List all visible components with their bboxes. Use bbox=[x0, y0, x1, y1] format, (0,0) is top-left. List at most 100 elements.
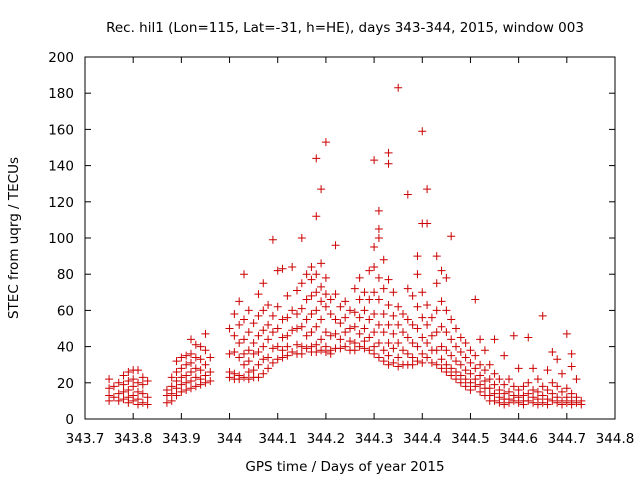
data-point-marker bbox=[427, 331, 436, 340]
data-point-marker bbox=[138, 373, 147, 382]
data-point-marker bbox=[182, 371, 191, 380]
data-point-marker bbox=[235, 297, 244, 306]
data-point-marker bbox=[524, 396, 533, 405]
data-point-marker bbox=[119, 387, 128, 396]
data-point-marker bbox=[346, 337, 354, 346]
data-point-marker bbox=[283, 331, 292, 340]
data-point-marker bbox=[355, 313, 364, 322]
data-point-marker bbox=[567, 389, 576, 398]
data-point-marker bbox=[278, 315, 287, 324]
data-point-marker bbox=[418, 313, 427, 322]
data-point-marker bbox=[360, 288, 369, 297]
data-point-marker bbox=[278, 346, 287, 355]
x-tick-label: 344.6 bbox=[499, 431, 538, 447]
data-point-marker bbox=[490, 335, 499, 344]
chart-title: Rec. hil1 (Lon=115, Lat=-31, h=HE), days… bbox=[106, 20, 584, 36]
data-point-marker bbox=[553, 355, 562, 364]
data-point-marker bbox=[312, 288, 321, 297]
data-point-marker bbox=[394, 338, 403, 347]
data-point-marker bbox=[442, 360, 451, 369]
data-point-marker bbox=[423, 300, 432, 309]
data-point-marker bbox=[331, 290, 340, 299]
data-point-marker bbox=[355, 329, 364, 338]
data-point-marker bbox=[235, 375, 244, 384]
data-point-marker bbox=[447, 351, 456, 360]
data-point-marker bbox=[317, 335, 326, 344]
x-tick-label: 344.4 bbox=[403, 431, 442, 447]
data-point-marker bbox=[312, 270, 321, 279]
data-point-marker bbox=[447, 232, 456, 241]
data-point-marker bbox=[413, 302, 422, 311]
data-point-marker bbox=[466, 378, 475, 387]
data-point-marker bbox=[283, 291, 292, 300]
data-point-marker bbox=[360, 324, 369, 333]
data-point-marker bbox=[403, 349, 412, 358]
data-point-marker bbox=[230, 331, 239, 340]
data-point-marker bbox=[312, 306, 321, 315]
data-point-marker bbox=[370, 156, 379, 165]
data-point-marker bbox=[355, 295, 364, 304]
data-point-marker bbox=[191, 373, 200, 382]
data-point-marker bbox=[403, 284, 412, 293]
data-point-marker bbox=[172, 376, 181, 385]
data-point-marker bbox=[288, 262, 297, 271]
data-point-marker bbox=[379, 346, 388, 355]
data-point-marker bbox=[312, 348, 321, 357]
data-point-marker bbox=[297, 304, 306, 313]
data-point-marker bbox=[273, 302, 282, 311]
data-point-marker bbox=[394, 353, 403, 362]
data-point-marker bbox=[119, 371, 128, 380]
data-point-marker bbox=[379, 310, 388, 319]
data-point-marker bbox=[278, 264, 287, 273]
data-point-marker bbox=[201, 378, 210, 387]
data-point-marker bbox=[244, 357, 253, 366]
data-point-marker bbox=[177, 364, 186, 373]
data-point-marker bbox=[471, 375, 480, 384]
data-point-marker bbox=[138, 380, 147, 389]
data-point-marker bbox=[355, 273, 364, 282]
data-point-marker bbox=[307, 310, 316, 319]
data-point-marker bbox=[360, 344, 369, 353]
x-tick-label: 343.9 bbox=[162, 431, 201, 447]
data-point-marker bbox=[264, 364, 273, 373]
data-point-marker bbox=[244, 328, 253, 337]
data-point-marker bbox=[119, 380, 128, 389]
data-point-marker bbox=[254, 373, 263, 382]
data-point-marker bbox=[403, 333, 412, 342]
data-point-marker bbox=[476, 380, 485, 389]
data-point-marker bbox=[413, 357, 422, 366]
data-point-marker bbox=[384, 159, 393, 168]
data-point-marker bbox=[105, 384, 114, 393]
data-point-marker bbox=[293, 340, 301, 349]
data-point-marker bbox=[558, 369, 566, 378]
data-point-marker bbox=[509, 331, 518, 340]
data-point-marker bbox=[408, 291, 417, 300]
data-point-marker bbox=[384, 148, 393, 157]
data-point-marker bbox=[312, 340, 321, 349]
data-point-marker bbox=[365, 266, 374, 275]
data-point-marker bbox=[447, 315, 456, 324]
data-point-marker bbox=[317, 315, 326, 324]
data-point-marker bbox=[423, 353, 432, 362]
data-point-marker bbox=[187, 358, 195, 367]
data-point-marker bbox=[418, 349, 427, 358]
data-point-marker bbox=[191, 340, 200, 349]
data-point-marker bbox=[562, 384, 571, 393]
data-point-marker bbox=[331, 329, 340, 338]
y-tick-label: 120 bbox=[48, 195, 74, 211]
data-point-marker bbox=[196, 380, 205, 389]
data-point-marker bbox=[317, 282, 326, 291]
y-axis-label: STEC from uqrg / TECUs bbox=[6, 157, 22, 319]
data-point-marker bbox=[437, 355, 446, 364]
data-point-marker bbox=[466, 369, 475, 378]
data-point-marker bbox=[172, 357, 181, 366]
data-point-marker bbox=[476, 360, 485, 369]
data-point-marker bbox=[293, 324, 301, 333]
data-point-marker bbox=[466, 346, 475, 355]
data-point-marker bbox=[548, 378, 557, 387]
data-point-marker bbox=[379, 284, 388, 293]
data-point-marker bbox=[182, 386, 191, 395]
data-point-marker bbox=[124, 376, 133, 385]
data-point-marker bbox=[447, 371, 456, 380]
data-point-marker bbox=[240, 373, 248, 382]
